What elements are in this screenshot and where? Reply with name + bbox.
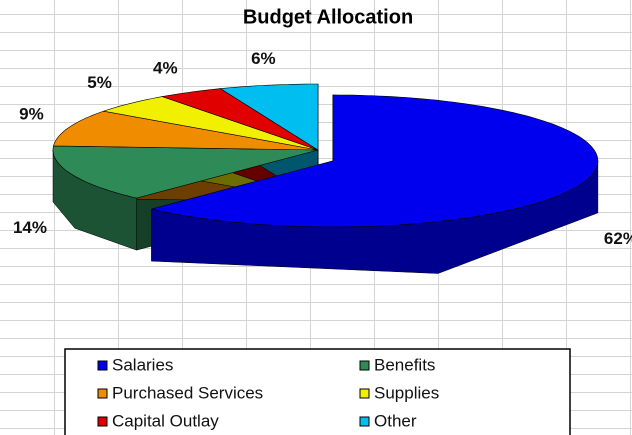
data-label: 9% <box>19 104 44 123</box>
slice <box>102 96 319 151</box>
slice <box>53 110 319 151</box>
legend-swatch <box>359 388 370 399</box>
legend-label: Other <box>374 411 417 430</box>
data-label: 6% <box>251 49 276 68</box>
data-label: 14% <box>13 218 47 237</box>
legend-swatch <box>359 416 370 427</box>
legend-label: Purchased Services <box>112 383 263 402</box>
data-label: 4% <box>153 58 178 77</box>
legend-label: Benefits <box>374 355 435 374</box>
data-label: 5% <box>87 73 112 92</box>
legend-label: Salaries <box>112 355 173 374</box>
data-label: 62% <box>604 229 632 248</box>
slice <box>219 83 319 151</box>
legend-label: Supplies <box>374 383 439 402</box>
slice <box>52 145 319 199</box>
legend-swatch <box>97 416 108 427</box>
legend-label: Capital Outlay <box>112 411 219 430</box>
legend-swatch <box>359 360 370 371</box>
slice <box>151 94 599 228</box>
chart-title: Budget Allocation <box>243 6 413 28</box>
legend-swatch <box>97 360 108 371</box>
legend-swatch <box>97 388 108 399</box>
slice <box>161 88 319 151</box>
legend-box <box>64 348 571 435</box>
